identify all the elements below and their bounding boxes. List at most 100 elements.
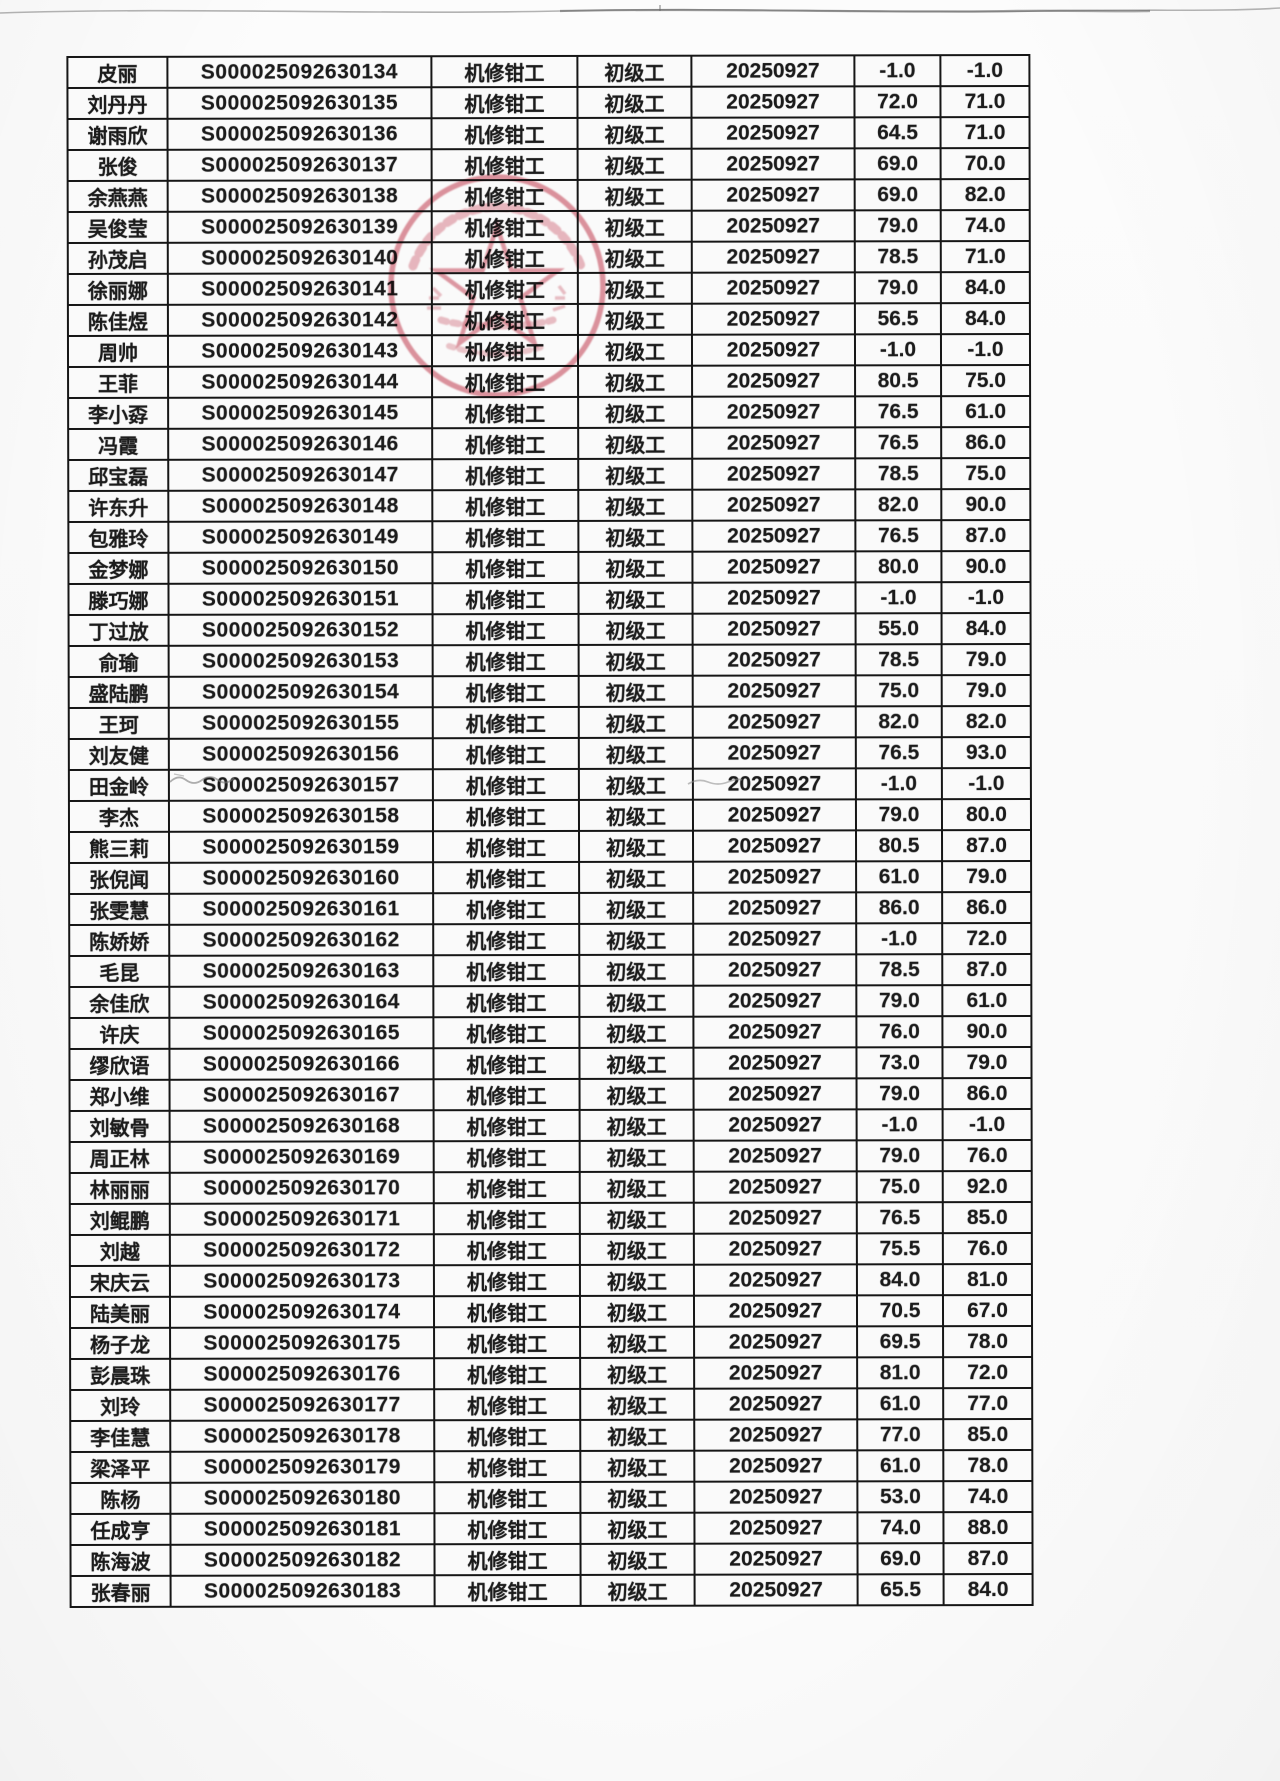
- cell-score-2: 79.0: [941, 674, 1031, 707]
- cell-trade: 机修钳工: [433, 861, 580, 894]
- cell-score-2: 75.0: [941, 457, 1031, 490]
- cell-candidate-id: S000025092630152: [168, 614, 433, 646]
- cell-name: 陈杨: [70, 1482, 171, 1515]
- cell-date: 20250927: [693, 1233, 857, 1265]
- cell-score-1: 76.5: [855, 427, 942, 459]
- cell-name: 熊三莉: [69, 831, 170, 864]
- cell-candidate-id: S000025092630171: [169, 1203, 434, 1235]
- cell-name: 刘鲲鹏: [69, 1203, 170, 1236]
- cell-trade: 机修钳工: [433, 1047, 580, 1080]
- cell-name: 冯霞: [68, 428, 169, 461]
- cell-date: 20250927: [691, 117, 855, 149]
- cell-grade: 初级工: [580, 1326, 695, 1358]
- table-row: 李小孬 S000025092630145 机修钳工 初级工 20250927 7…: [68, 395, 1031, 430]
- cell-score-1: 75.0: [855, 675, 942, 707]
- cell-date: 20250927: [693, 985, 857, 1017]
- cell-candidate-id: S000025092630165: [169, 1017, 434, 1049]
- cell-date: 20250927: [691, 55, 855, 87]
- cell-date: 20250927: [692, 396, 856, 428]
- cell-candidate-id: S000025092630163: [169, 955, 434, 987]
- cell-score-2: 87.0: [942, 953, 1032, 986]
- cell-name: 缪欣语: [69, 1048, 170, 1081]
- cell-score-2: 61.0: [942, 984, 1032, 1017]
- cell-score-1: 84.0: [856, 1264, 943, 1296]
- cell-date: 20250927: [694, 1450, 858, 1482]
- cell-name: 杨子龙: [70, 1327, 171, 1360]
- table-row: 熊三莉 S000025092630159 机修钳工 初级工 20250927 8…: [69, 829, 1032, 864]
- cell-name: 包雅玲: [68, 521, 169, 554]
- cell-score-1: 61.0: [857, 1450, 944, 1482]
- cell-candidate-id: S000025092630135: [167, 87, 432, 119]
- cell-candidate-id: S000025092630154: [168, 676, 433, 708]
- cell-name: 周正林: [69, 1141, 170, 1174]
- cell-candidate-id: S000025092630139: [167, 211, 432, 243]
- cell-score-2: 87.0: [941, 829, 1032, 862]
- cell-score-2: 75.0: [941, 364, 1031, 397]
- cell-trade: 机修钳工: [431, 117, 578, 150]
- cell-grade: 初级工: [577, 303, 692, 335]
- cell-date: 20250927: [692, 675, 856, 707]
- cell-trade: 机修钳工: [431, 148, 578, 181]
- cell-date: 20250927: [693, 1295, 858, 1327]
- table-row: 陈杨 S000025092630180 机修钳工 初级工 20250927 53…: [70, 1480, 1033, 1515]
- cell-trade: 机修钳工: [431, 55, 578, 88]
- table-row: 刘友健 S000025092630156 机修钳工 初级工 20250927 7…: [68, 736, 1031, 771]
- cell-candidate-id: S000025092630176: [170, 1358, 435, 1390]
- cell-trade: 机修钳工: [433, 1016, 580, 1049]
- cell-grade: 初级工: [577, 55, 692, 87]
- cell-candidate-id: S000025092630174: [169, 1296, 435, 1328]
- table-row: 田金岭 S000025092630157 机修钳工 初级工 20250927 -…: [68, 767, 1031, 802]
- score-table-wrapper: 皮丽 S000025092630134 机修钳工 初级工 20250927 -1…: [66, 54, 1033, 1608]
- cell-grade: 初级工: [578, 427, 693, 459]
- cell-grade: 初级工: [578, 737, 693, 769]
- cell-score-1: 78.5: [854, 241, 941, 273]
- table-row: 陈海波 S000025092630182 机修钳工 初级工 20250927 6…: [70, 1542, 1033, 1577]
- cell-candidate-id: S000025092630157: [168, 769, 433, 801]
- cell-grade: 初级工: [579, 985, 694, 1017]
- cell-score-1: 76.5: [855, 396, 942, 428]
- cell-grade: 初级工: [577, 241, 692, 273]
- cell-grade: 初级工: [577, 117, 692, 149]
- cell-name: 林丽丽: [69, 1172, 170, 1205]
- cell-candidate-id: S000025092630156: [168, 738, 433, 770]
- cell-grade: 初级工: [580, 1388, 695, 1420]
- cell-name: 刘丹丹: [67, 87, 168, 120]
- cell-trade: 机修钳工: [433, 1140, 580, 1173]
- cell-grade: 初级工: [577, 148, 692, 180]
- cell-score-1: 82.0: [855, 706, 942, 738]
- cell-trade: 机修钳工: [432, 613, 579, 646]
- cell-score-1: 61.0: [856, 861, 943, 893]
- cell-candidate-id: S000025092630182: [170, 1544, 435, 1576]
- cell-date: 20250927: [691, 241, 855, 273]
- cell-score-1: 75.5: [856, 1233, 943, 1265]
- table-row: 李杰 S000025092630158 机修钳工 初级工 20250927 79…: [68, 798, 1031, 833]
- cell-score-2: 79.0: [941, 643, 1031, 676]
- cell-name: 余佳欣: [69, 986, 170, 1019]
- cell-candidate-id: S000025092630151: [168, 583, 433, 615]
- cell-trade: 机修钳工: [433, 923, 580, 956]
- cell-name: 刘玲: [70, 1389, 171, 1422]
- cell-candidate-id: S000025092630150: [168, 552, 433, 584]
- cell-trade: 机修钳工: [431, 303, 578, 336]
- cell-score-2: -1.0: [940, 54, 1030, 87]
- cell-trade: 机修钳工: [431, 272, 578, 305]
- score-table: 皮丽 S000025092630134 机修钳工 初级工 20250927 -1…: [66, 54, 1033, 1608]
- cell-score-2: 90.0: [941, 488, 1031, 521]
- cell-name: 郑小维: [69, 1079, 170, 1112]
- cell-candidate-id: S000025092630178: [170, 1420, 435, 1452]
- cell-trade: 机修钳工: [431, 210, 578, 243]
- table-row: 陈佳煜 S000025092630142 机修钳工 初级工 20250927 5…: [67, 302, 1030, 337]
- cell-trade: 机修钳工: [433, 985, 580, 1018]
- cell-score-2: 86.0: [941, 426, 1031, 459]
- cell-name: 刘越: [69, 1234, 170, 1267]
- cell-date: 20250927: [692, 582, 856, 614]
- cell-grade: 初级工: [580, 1481, 695, 1513]
- cell-trade: 机修钳工: [434, 1481, 581, 1514]
- table-row: 余佳欣 S000025092630164 机修钳工 初级工 20250927 7…: [69, 984, 1032, 1019]
- cell-grade: 初级工: [579, 1047, 694, 1079]
- cell-score-2: 88.0: [943, 1511, 1033, 1544]
- cell-trade: 机修钳工: [432, 582, 579, 615]
- table-row: 刘玲 S000025092630177 机修钳工 初级工 20250927 61…: [70, 1387, 1033, 1422]
- cell-candidate-id: S000025092630161: [169, 893, 434, 925]
- cell-date: 20250927: [692, 613, 856, 645]
